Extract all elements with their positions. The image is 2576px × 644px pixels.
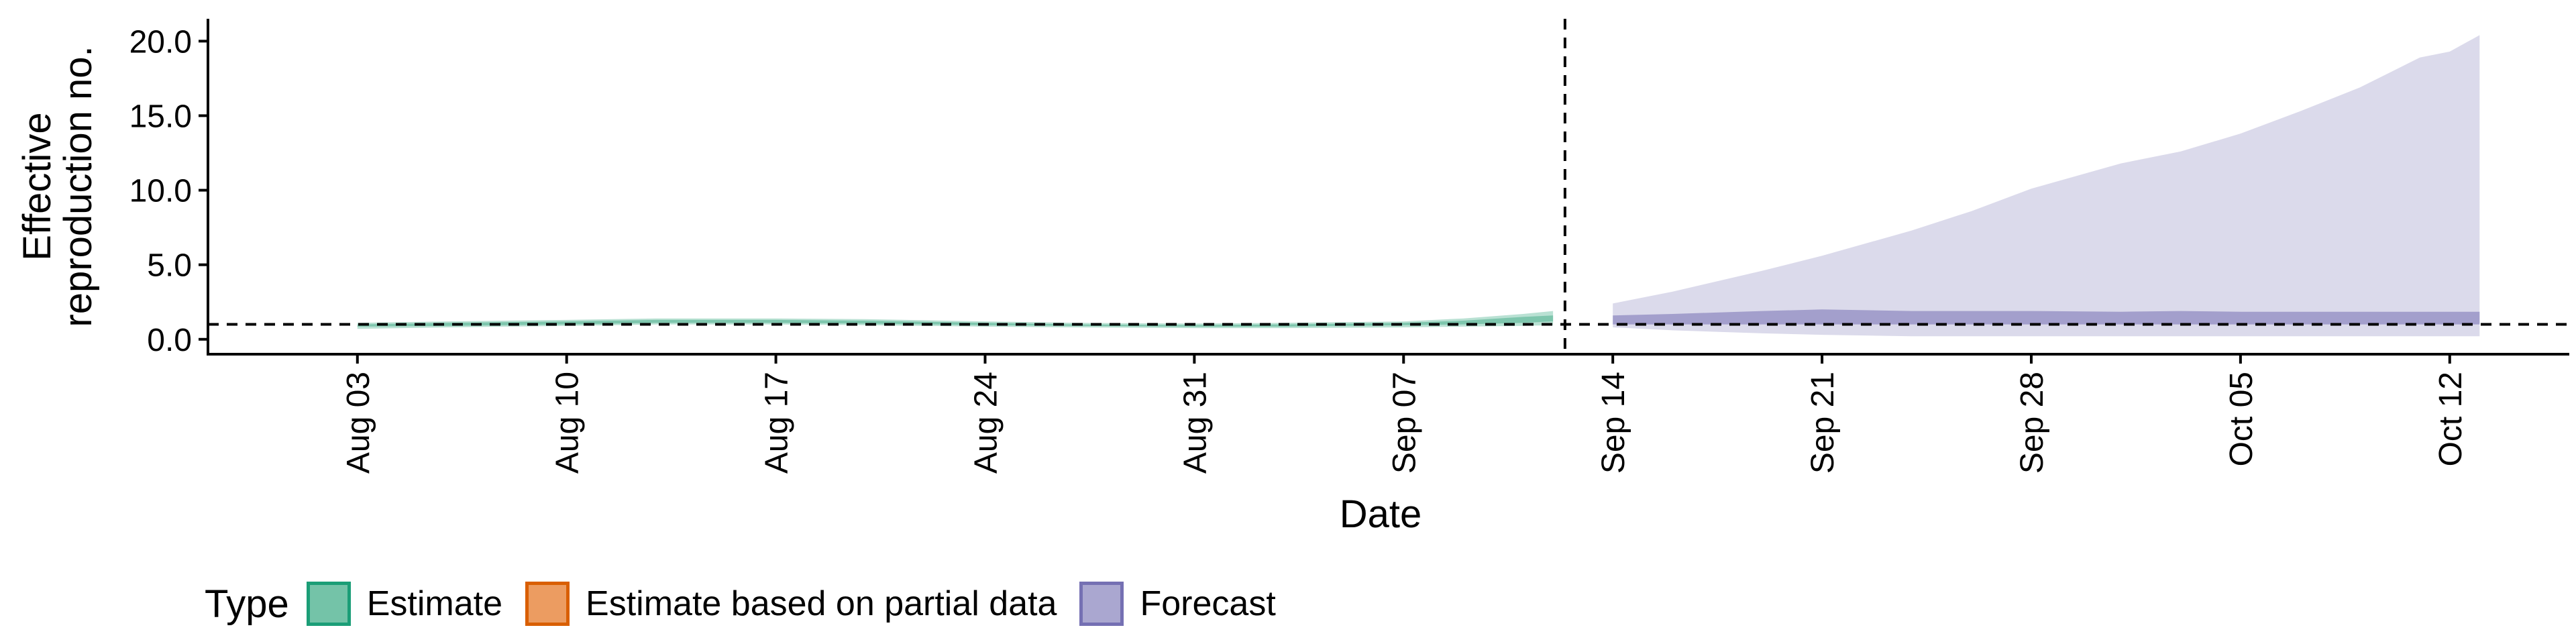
y-tick-label: 0.0 [147,323,192,358]
y-axis-title-line: reproduction no. [56,46,100,327]
legend-label-forecast: Forecast [1140,584,1276,623]
x-tick-label: Oct 12 [2433,372,2469,466]
y-tick-label: 10.0 [129,174,192,209]
x-tick-label: Aug 31 [1177,372,1213,474]
band-forecast-inner [1613,309,2480,325]
legend-label-partial: Estimate based on partial data [586,584,1057,623]
x-tick-label: Aug 24 [968,372,1004,474]
y-axis-title: Effectivereproduction no. [15,46,100,327]
series-bands [357,35,2480,337]
y-tick-label: 5.0 [147,248,192,284]
legend-title: Type [205,582,289,626]
band-estimate-outer [357,311,1554,329]
x-tick-label: Sep 21 [1805,372,1841,474]
y-tick-label: 20.0 [129,24,192,60]
x-tick-label: Sep 14 [1596,372,1631,474]
legend: Type Estimate Estimate based on partial … [205,577,1299,631]
x-tick-label: Aug 03 [341,372,376,474]
legend-key-partial [525,582,570,626]
x-tick-label: Sep 28 [2015,372,2050,474]
x-tick-label: Sep 07 [1387,372,1422,474]
x-axis-ticks: Aug 03 Aug 10 Aug 17 Aug 24 Aug 31 Sep 07 Sep … [341,354,2469,474]
x-tick-label: Oct 05 [2224,372,2259,466]
legend-label-estimate: Estimate [366,584,503,623]
y-axis-ticks: 0.0 5.0 10.0 15.0 20.0 [129,24,208,358]
x-tick-label: Aug 17 [759,372,795,474]
legend-key-estimate [306,582,351,626]
band-forecast-outer [1613,35,2480,337]
y-axis-title-line: Effective [15,112,59,260]
x-axis-title: Date [1340,492,1422,536]
legend-key-forecast [1079,582,1124,626]
y-tick-label: 15.0 [129,99,192,134]
x-tick-label: Aug 10 [550,372,586,474]
